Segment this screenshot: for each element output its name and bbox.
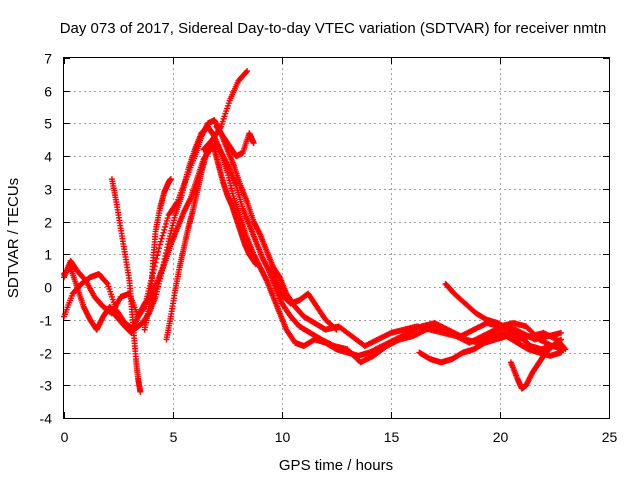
data-point xyxy=(159,232,166,239)
data-point xyxy=(161,226,168,233)
series-track-8 xyxy=(200,68,251,153)
data-point xyxy=(558,329,565,336)
data-point xyxy=(103,279,110,286)
y-tick-labels: -4 -3 -2 -1 0 1 2 3 4 5 6 7 xyxy=(40,51,53,427)
x-axis-title: GPS time / hours xyxy=(279,457,393,474)
y-tick-label: -4 xyxy=(40,411,53,427)
data-point xyxy=(560,346,567,353)
data-point xyxy=(137,388,144,395)
series-track-11 xyxy=(416,333,565,366)
axis-ticks xyxy=(64,58,610,419)
data-point xyxy=(332,325,339,332)
x-tick-label: 10 xyxy=(275,429,291,445)
y-tick-label: -3 xyxy=(40,378,53,394)
chart-title: Day 073 of 2017, Sidereal Day-to-day VTE… xyxy=(60,20,607,37)
y-tick-label: 4 xyxy=(44,149,52,165)
data-point xyxy=(164,215,171,222)
series-track-4 xyxy=(108,176,144,395)
data-point xyxy=(156,245,163,252)
grid xyxy=(64,58,609,418)
data-point xyxy=(243,69,250,76)
y-tick-label: 7 xyxy=(44,51,52,67)
data-point xyxy=(163,217,170,224)
data-point xyxy=(153,255,160,262)
data-point xyxy=(167,176,174,183)
data-point xyxy=(244,68,251,75)
data-point xyxy=(333,326,340,333)
data-point xyxy=(158,235,165,242)
series-track-3 xyxy=(61,140,569,366)
data-points xyxy=(61,68,569,395)
x-tick-label: 0 xyxy=(61,429,69,445)
data-point xyxy=(156,241,163,248)
x-tick-label: 5 xyxy=(170,429,178,445)
y-tick-label: -1 xyxy=(40,313,53,329)
x-tick-label: 15 xyxy=(384,429,400,445)
x-tick-labels: 0 5 10 15 20 25 xyxy=(61,429,618,445)
data-point xyxy=(160,229,167,236)
data-point xyxy=(555,339,562,346)
y-tick-label: 2 xyxy=(44,215,52,231)
series-track-9 xyxy=(268,264,340,333)
series-track-12 xyxy=(507,339,562,392)
y-tick-label: -2 xyxy=(40,346,53,362)
data-point xyxy=(157,238,164,245)
data-point xyxy=(162,223,169,230)
y-tick-label: 3 xyxy=(44,182,52,198)
plot-frame xyxy=(63,57,610,419)
y-tick-label: 5 xyxy=(44,116,52,132)
x-tick-label: 20 xyxy=(493,429,509,445)
y-axis-title: SDTVAR / TECUs xyxy=(5,178,22,298)
data-point xyxy=(250,140,257,147)
series-track-6 xyxy=(163,140,259,343)
data-point xyxy=(252,261,259,268)
y-tick-label: 1 xyxy=(44,247,52,263)
y-tick-label: 0 xyxy=(44,280,52,296)
data-point xyxy=(163,220,170,227)
series-track-5 xyxy=(141,176,174,333)
y-tick-label: 6 xyxy=(44,84,52,100)
data-point xyxy=(558,349,565,356)
x-tick-label: 25 xyxy=(602,429,618,445)
